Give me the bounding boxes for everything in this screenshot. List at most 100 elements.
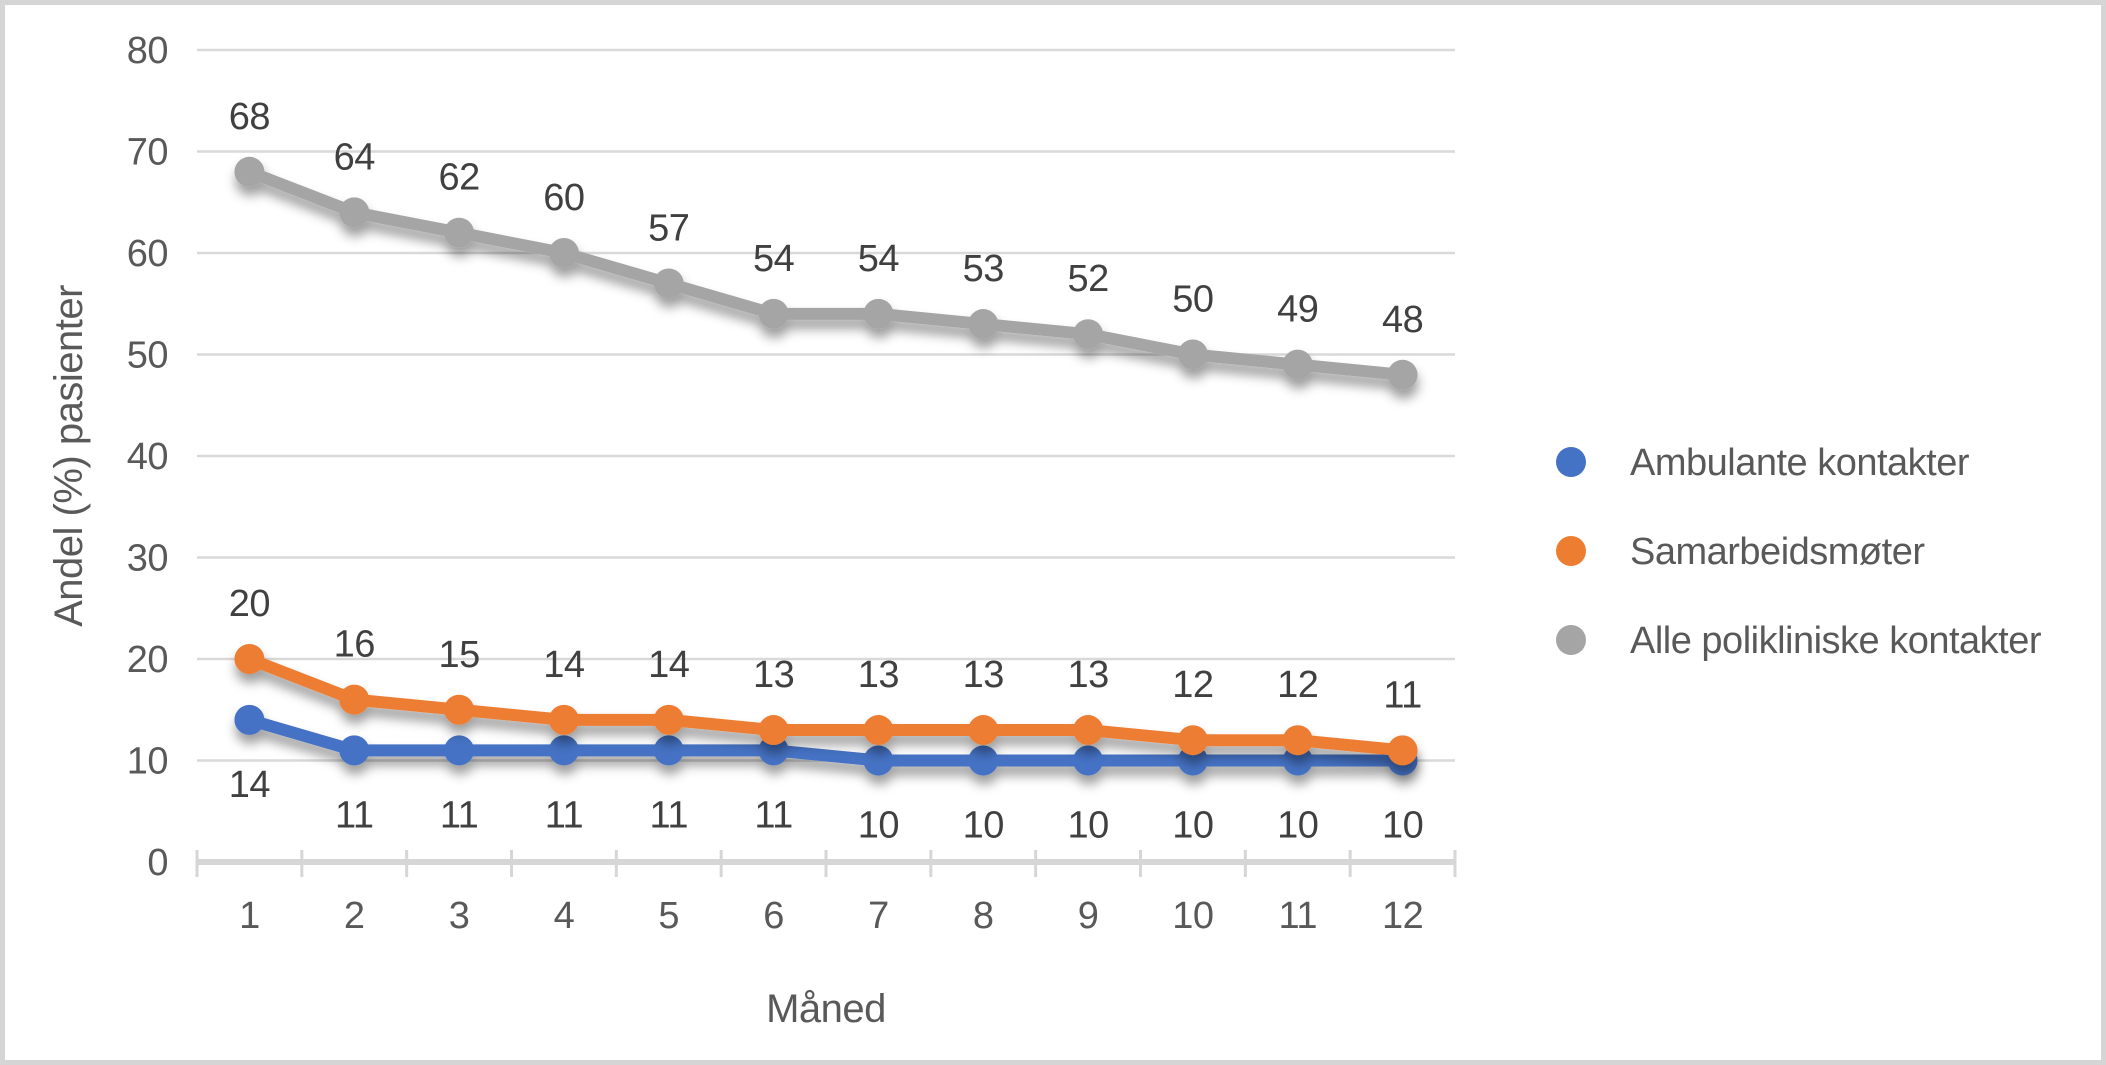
data-point (444, 217, 475, 248)
data-label: 10 (1172, 805, 1213, 847)
x-tick-label: 2 (344, 895, 365, 937)
x-tick-label: 10 (1172, 895, 1213, 937)
legend-item-label: Samarbeidsmøter (1630, 531, 1925, 573)
data-point (758, 298, 789, 329)
data-point (548, 704, 579, 735)
data-point (758, 715, 789, 746)
data-label: 52 (1067, 258, 1108, 300)
data-point (653, 704, 684, 735)
data-point (548, 735, 579, 766)
data-point (863, 298, 894, 329)
data-point (1387, 735, 1418, 766)
data-point (444, 694, 475, 725)
data-point (1177, 339, 1208, 370)
data-label: 49 (1277, 289, 1318, 331)
data-point (234, 704, 265, 735)
data-label: 13 (963, 654, 1004, 696)
data-labels: 14 11 11 11 11 11 10 10 10 10 10 10 20 16 15 14 14 13 13 13… (229, 96, 1424, 847)
data-point (444, 735, 475, 766)
x-tick-label: 8 (973, 895, 994, 937)
legend-item-label: Ambulante kontakter (1630, 442, 1970, 484)
legend-marker-icon (1556, 536, 1586, 566)
series-line (243, 653, 1409, 757)
data-point (1387, 359, 1418, 390)
data-label: 60 (543, 177, 584, 219)
legend-item-label: Alle polikliniske kontakter (1630, 620, 2042, 662)
x-axis-labels: 1 2 3 4 5 6 7 8 9 10 11 12 (239, 895, 1424, 937)
x-tick-label: 3 (449, 895, 470, 937)
y-tick-label: 10 (127, 741, 168, 783)
data-point (339, 197, 370, 228)
y-tick-label: 20 (127, 639, 168, 681)
data-point (548, 238, 579, 268)
data-point (968, 715, 999, 746)
data-point (1073, 745, 1104, 776)
data-point (863, 715, 894, 746)
y-axis-labels: 0 10 20 30 40 50 60 70 80 (127, 30, 169, 884)
data-label: 64 (334, 136, 376, 178)
y-tick-label: 80 (127, 30, 168, 72)
data-label: 54 (753, 238, 795, 280)
data-label: 53 (963, 248, 1004, 290)
data-label: 12 (1277, 664, 1318, 706)
data-label: 10 (858, 805, 899, 847)
data-point (234, 644, 265, 674)
y-tick-label: 70 (127, 132, 168, 174)
data-label: 10 (963, 805, 1004, 847)
data-label: 11 (440, 794, 478, 836)
legend-marker-icon (1556, 625, 1586, 655)
data-label: 62 (438, 157, 479, 199)
data-label: 13 (753, 654, 794, 696)
data-point (339, 735, 370, 766)
series-line (243, 713, 1409, 767)
data-label: 15 (438, 634, 479, 676)
x-tick-label: 5 (658, 895, 679, 937)
y-axis-title: Andel (%) pasienter (47, 285, 91, 627)
data-label: 20 (229, 583, 270, 625)
data-label: 48 (1382, 299, 1423, 341)
data-point (863, 745, 894, 776)
data-label: 11 (545, 794, 583, 836)
x-tick-label: 11 (1279, 895, 1317, 937)
data-label: 14 (648, 644, 690, 686)
data-label: 11 (650, 794, 688, 836)
data-label: 10 (1067, 805, 1108, 847)
x-tick-label: 7 (868, 895, 889, 937)
series-alle-polikliniske-kontakter (234, 156, 1418, 390)
data-label: 68 (229, 96, 270, 138)
data-label: 11 (1383, 674, 1421, 716)
legend-item-alle-polikliniske-kontakter: Alle polikliniske kontakter (1515, 620, 2042, 662)
legend-marker-icon (1556, 447, 1586, 477)
data-label: 14 (229, 764, 271, 806)
x-axis-title: Måned (766, 987, 886, 1031)
data-point (1073, 319, 1104, 350)
data-label: 57 (648, 207, 689, 249)
data-label: 11 (754, 794, 792, 836)
data-point (653, 268, 684, 299)
data-point (234, 156, 265, 187)
series-line (243, 165, 1409, 381)
data-label: 10 (1382, 805, 1423, 847)
x-tick-label: 9 (1078, 895, 1099, 937)
data-label: 11 (335, 794, 373, 836)
gridlines (197, 48, 1455, 762)
y-tick-label: 40 (127, 436, 168, 478)
data-point (1177, 725, 1208, 756)
data-label: 50 (1172, 279, 1213, 321)
data-point (968, 745, 999, 776)
y-tick-label: 30 (127, 538, 168, 580)
data-label: 13 (1067, 654, 1108, 696)
data-label: 16 (334, 624, 375, 666)
x-tick-label: 12 (1382, 895, 1423, 937)
x-tick-label: 1 (239, 895, 260, 937)
data-label: 54 (858, 238, 900, 280)
data-point (339, 684, 370, 715)
legend-item-samarbeidsmoter: Samarbeidsmøter (1515, 531, 1926, 573)
data-label: 13 (858, 654, 899, 696)
data-point (653, 735, 684, 766)
data-label: 12 (1172, 664, 1213, 706)
data-point (1282, 725, 1313, 756)
legend-item-ambulante-kontakter: Ambulante kontakter (1515, 442, 1970, 484)
data-point (1073, 715, 1104, 746)
